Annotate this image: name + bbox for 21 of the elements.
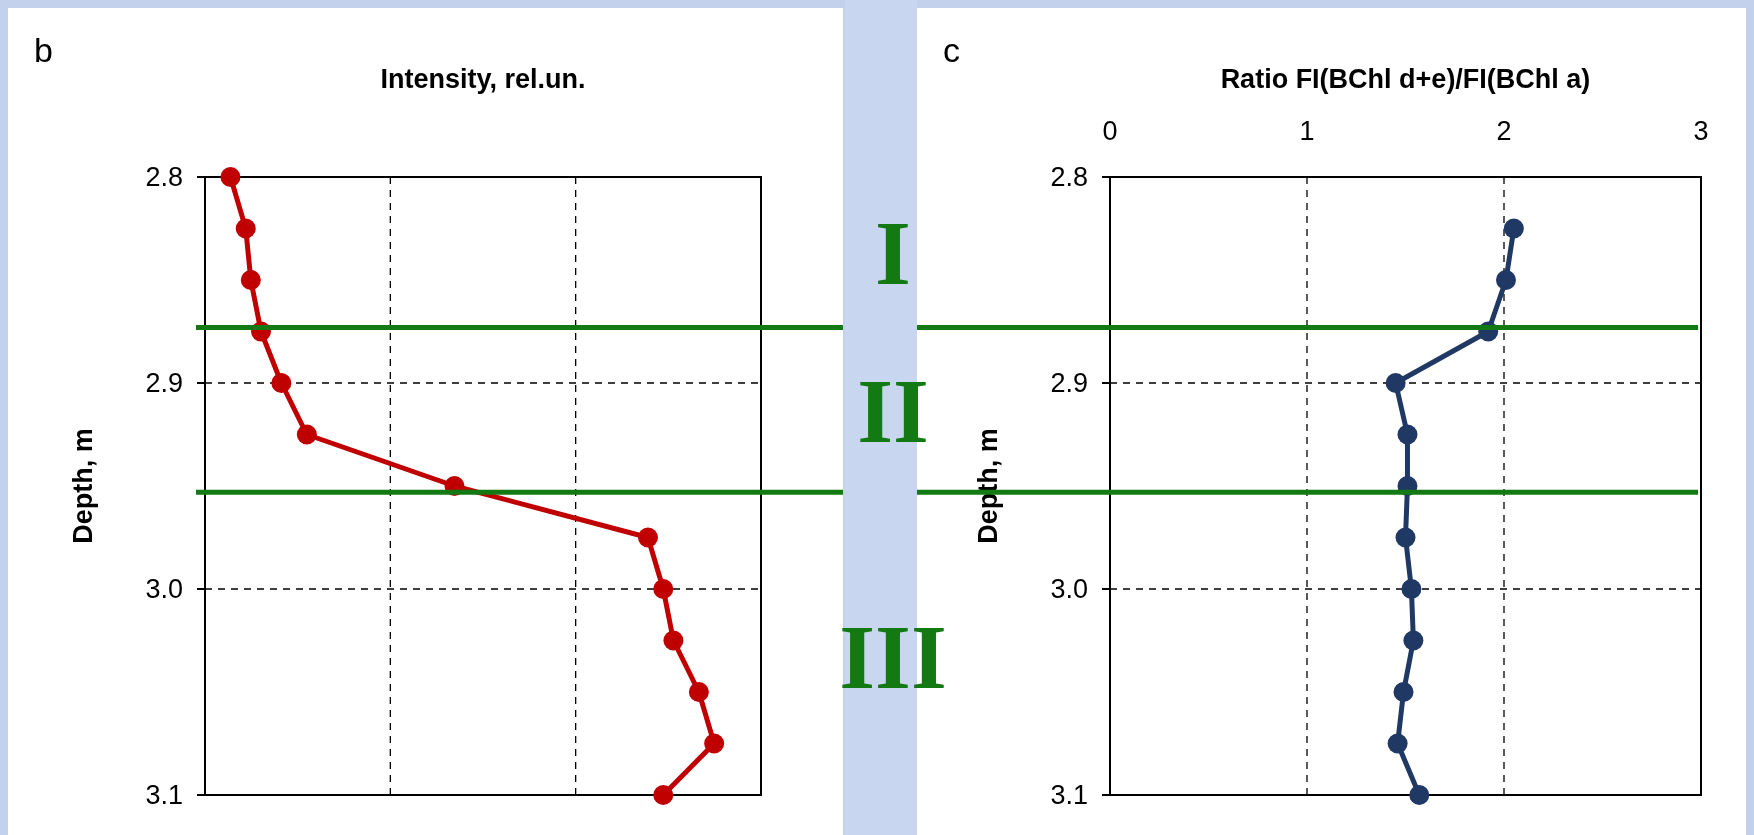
x-tick-label: 1 <box>1299 116 1315 146</box>
chart-title: b <box>34 31 53 69</box>
x-axis-title: Ratio FI(BChl d+e)/FI(BChl a) <box>1220 64 1591 94</box>
y-axis-title: Depth, m <box>973 428 1003 544</box>
text: I <box>875 202 911 305</box>
x-tick-label: 3 <box>1693 116 1709 146</box>
text: III <box>839 605 947 708</box>
x-axis-title: Intensity, rel.un. <box>380 64 586 94</box>
y-tick-label: 3.1 <box>145 780 183 810</box>
y-axis-title: Depth, m <box>68 428 98 544</box>
y-tick-label: 2.8 <box>1050 162 1088 192</box>
y-tick-label: 2.9 <box>1050 368 1088 398</box>
x-tick-label: 0 <box>1102 116 1118 146</box>
y-tick-label: 2.9 <box>145 368 183 398</box>
x-tick-label: 2 <box>1496 116 1512 146</box>
y-tick-label: 3.0 <box>145 574 183 604</box>
y-tick-label: 3.0 <box>1050 574 1088 604</box>
y-tick-label: 2.8 <box>145 162 183 192</box>
text: II <box>857 359 929 462</box>
chart-title: c <box>943 31 960 69</box>
y-tick-label: 3.1 <box>1050 780 1088 810</box>
